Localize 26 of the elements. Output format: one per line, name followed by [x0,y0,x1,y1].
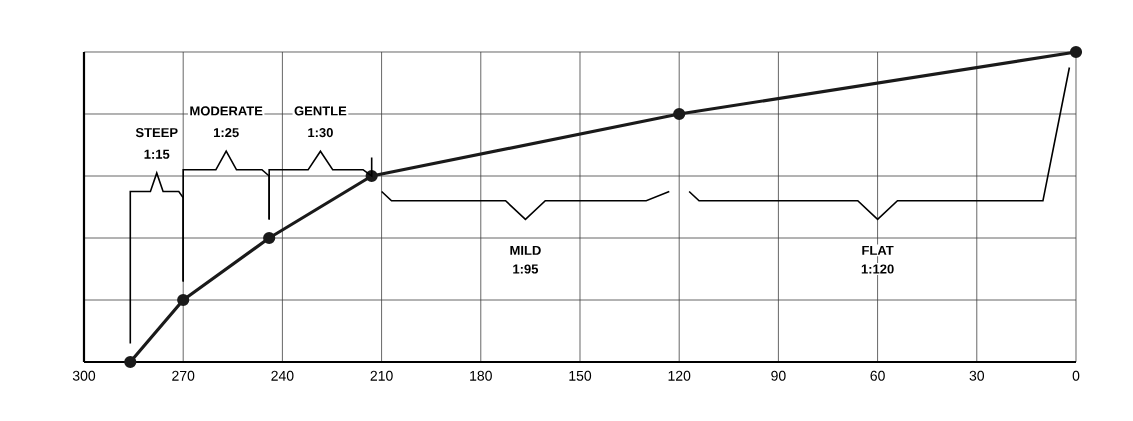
x-tick-label: 300 [72,370,96,381]
annotation: 1:30 [308,127,333,138]
x-tick-label: 180 [470,370,492,381]
x-tick-label: 150 [569,370,592,381]
x-tick-label: 120 [668,370,691,381]
annotation: GENTLE [294,106,347,116]
x-tick-label: 270 [172,370,195,381]
annotation: 1:25 [213,127,239,138]
x-tick-label: 90 [771,370,786,381]
annotation: 1:95 [513,264,539,274]
point [263,231,276,245]
x-tick-label: 0 [1072,370,1080,381]
point [1069,45,1083,59]
x-tick-label: 60 [870,370,885,381]
x-tick-label: 240 [271,370,294,381]
point [177,293,190,307]
point [673,107,686,121]
point [124,355,137,369]
annotation: MILD [510,245,541,255]
annotation: 1:15 [144,149,170,159]
annotation: MODERATE [190,106,263,116]
x-tick-label: 30 [969,370,985,381]
annotation: FLAT [862,245,894,255]
annotation: STEEP [135,127,178,138]
annotation: 1:120 [861,264,894,274]
x-tick-label: 210 [370,370,393,381]
